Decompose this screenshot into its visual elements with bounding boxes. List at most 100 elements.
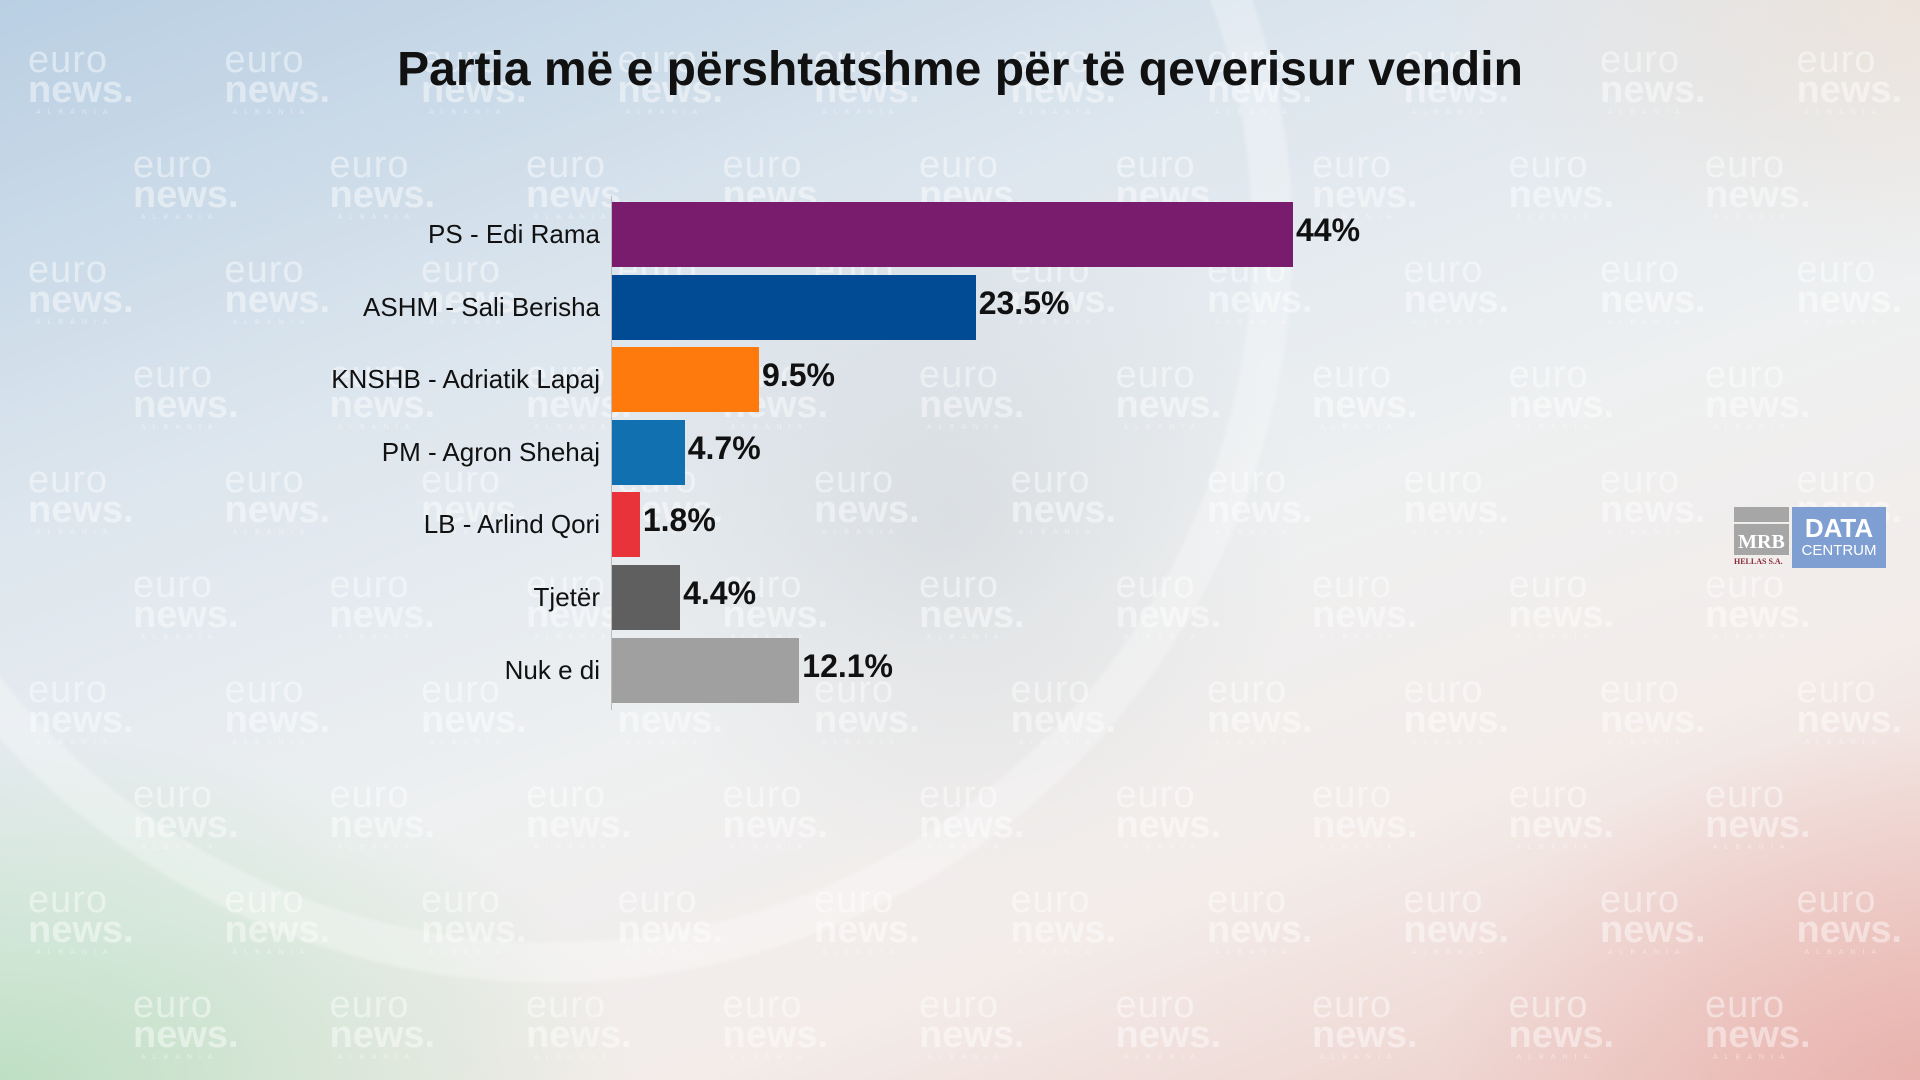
value-label: 4.4% — [683, 575, 757, 611]
value-label: 23.5% — [978, 284, 1070, 321]
centrum-text: CENTRUM — [1801, 542, 1877, 559]
value-label: 9.5% — [762, 357, 835, 394]
bar — [612, 565, 681, 630]
data-centrum-logo: DATA CENTRUM — [1792, 507, 1886, 568]
category-label: LB - Arlind Qori — [423, 509, 600, 540]
mrb-data-centrum-logo: MRB HELLAS S.A. DATA CENTRUM — [1734, 507, 1886, 570]
chart-title: Partia më e përshtatshme për të qeverisu… — [397, 43, 1523, 96]
value-label: 44% — [1296, 212, 1361, 248]
bar — [612, 492, 640, 558]
data-text: DATA — [1804, 513, 1874, 543]
bar — [612, 637, 800, 703]
category-label: ASHM - Sali Berisha — [363, 291, 600, 322]
mrb-text: MRB — [1734, 524, 1789, 555]
value-label: 1.8% — [642, 502, 716, 539]
y-axis-line — [611, 196, 612, 710]
category-label: Nuk e di — [504, 654, 600, 685]
mrb-logo: MRB HELLAS S.A. — [1734, 507, 1789, 570]
category-label: PS - Edi Rama — [428, 219, 600, 249]
category-label: PM - Agron Shehaj — [381, 436, 600, 467]
category-label: Tjetër — [533, 582, 600, 612]
bar — [612, 202, 1293, 267]
bar — [612, 419, 685, 485]
value-label: 4.7% — [687, 429, 761, 466]
